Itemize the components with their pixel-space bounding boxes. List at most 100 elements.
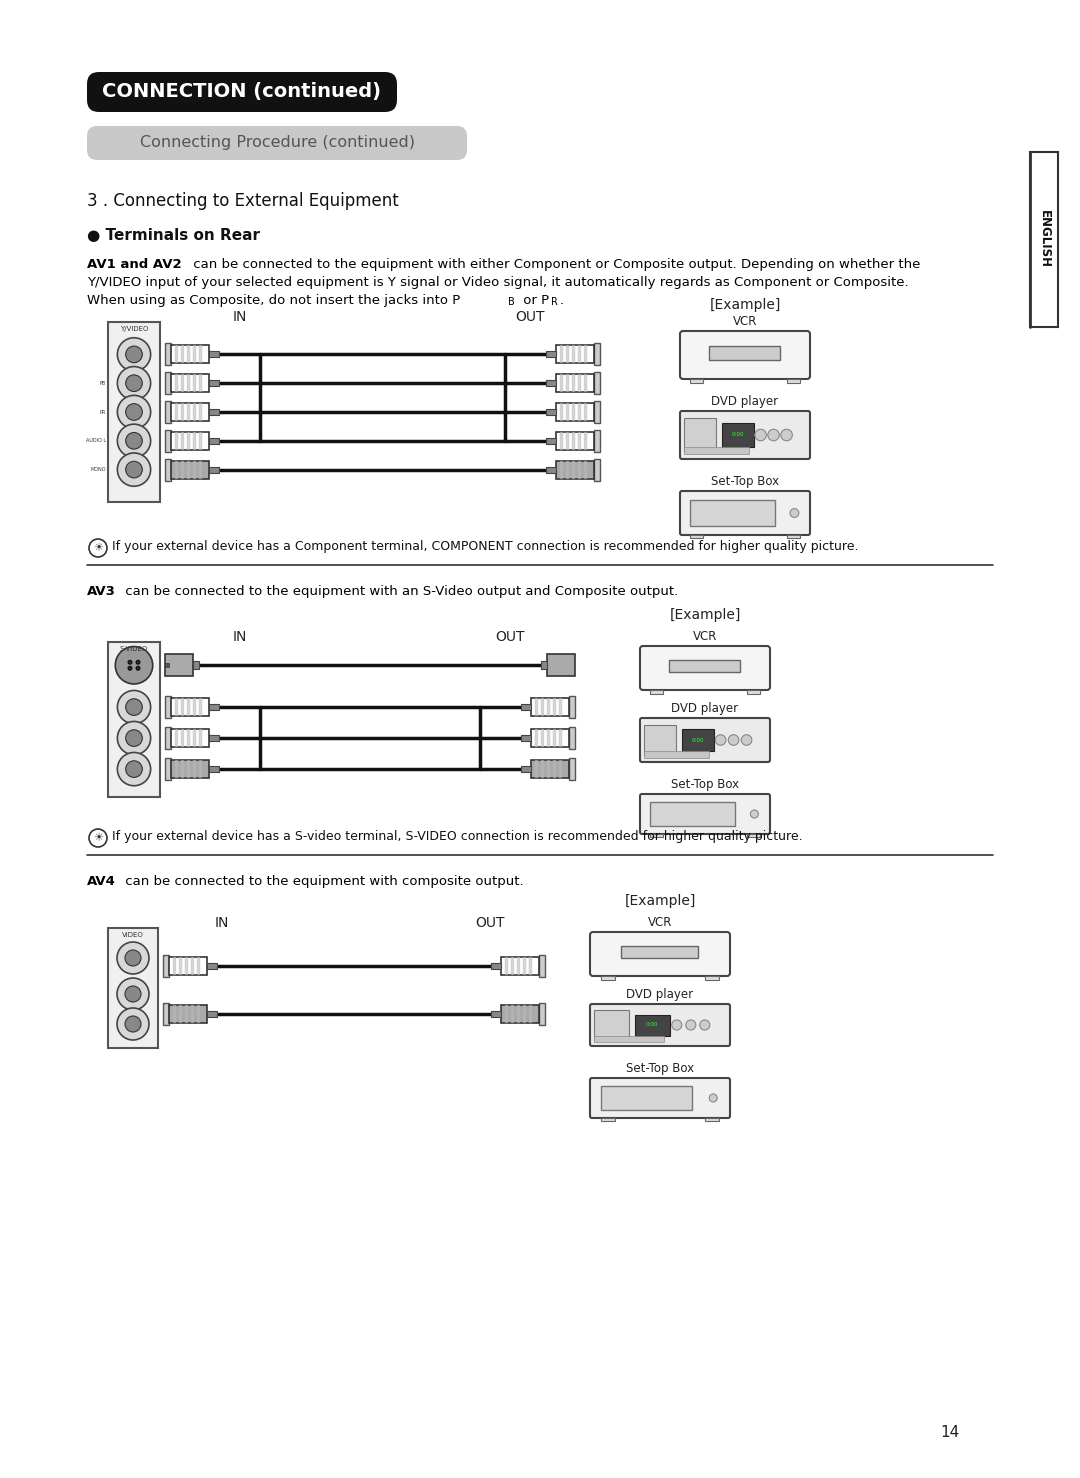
Circle shape [118,395,150,429]
Bar [191,958,194,975]
FancyBboxPatch shape [590,933,730,975]
Bar [517,1005,519,1023]
Bar [199,698,202,717]
Bar [556,374,594,392]
Circle shape [129,661,132,664]
Bar [535,698,538,717]
Bar [171,346,210,364]
Bar [669,661,740,672]
Bar [175,461,178,479]
Bar [165,372,171,395]
Bar [165,655,193,677]
Bar [556,346,594,364]
Bar [556,403,594,421]
Bar [179,958,183,975]
Bar [210,352,219,358]
Bar [553,760,556,777]
Bar [786,535,799,538]
Bar [210,704,219,709]
Bar [566,374,569,392]
Bar [168,958,207,975]
Bar [644,724,676,755]
Bar [681,729,714,751]
Bar [193,698,195,717]
Bar [578,403,581,421]
Bar [690,535,703,538]
Bar [165,343,171,365]
Text: can be connected to the equipment with either Component or Composite output. Dep: can be connected to the equipment with e… [189,259,920,270]
Bar [556,432,594,449]
Bar [193,346,195,364]
Bar [165,727,171,749]
Bar [561,432,563,449]
Text: Set-Top Box: Set-Top Box [671,777,739,791]
Bar [578,346,581,364]
Circle shape [125,730,143,746]
Bar [535,729,538,746]
FancyBboxPatch shape [640,646,770,690]
FancyBboxPatch shape [590,1004,730,1046]
Bar [501,958,539,975]
Bar [561,346,563,364]
Bar [163,1004,168,1026]
Text: R: R [551,297,558,307]
Bar [165,458,171,480]
Circle shape [129,667,132,670]
Bar [210,766,219,772]
Bar [171,729,210,746]
Bar [185,958,188,975]
Bar [561,461,563,479]
Bar [559,729,562,746]
Bar [602,1117,616,1120]
Bar [690,378,703,383]
Text: 0:00: 0:00 [646,1023,659,1027]
Text: AV3: AV3 [87,585,116,599]
Circle shape [686,1020,696,1030]
Bar [569,727,575,749]
Text: 0:00: 0:00 [731,433,744,437]
Bar [175,729,178,746]
Circle shape [136,661,139,664]
Text: [Example]: [Example] [710,299,781,312]
Bar [517,958,519,975]
FancyBboxPatch shape [640,718,770,763]
Text: 3 . Connecting to External Equipment: 3 . Connecting to External Equipment [87,192,399,210]
Text: CONNECTION (continued): CONNECTION (continued) [103,83,381,102]
Text: If your external device has a S-video terminal, S-VIDEO connection is recommende: If your external device has a S-video te… [112,831,802,842]
Bar [650,834,663,837]
Text: IN: IN [215,916,229,930]
Text: OUT: OUT [475,916,504,930]
Text: ENGLISH: ENGLISH [1038,210,1051,269]
Bar [173,1005,176,1023]
Circle shape [118,367,150,401]
Bar [1030,152,1058,327]
Bar [181,760,184,777]
Bar [566,461,569,479]
Bar [187,403,190,421]
FancyBboxPatch shape [87,126,467,160]
Bar [541,698,544,717]
Bar [594,372,600,395]
Bar [171,760,210,777]
Text: PR: PR [99,409,106,414]
Circle shape [118,424,150,457]
Text: B: B [508,297,515,307]
Circle shape [125,761,143,777]
Bar [578,374,581,392]
Text: When using as Composite, do not insert the jacks into P: When using as Composite, do not insert t… [87,294,460,307]
Bar [193,403,195,421]
Bar [594,430,600,452]
Circle shape [700,1020,710,1030]
Bar [553,698,556,717]
Bar [187,729,190,746]
Text: IN: IN [233,310,247,324]
Bar [529,958,532,975]
FancyBboxPatch shape [87,72,397,112]
Bar [746,690,759,693]
Text: ● Terminals on Rear: ● Terminals on Rear [87,228,260,242]
Bar [561,403,563,421]
FancyBboxPatch shape [680,411,810,460]
Bar [594,343,600,365]
Bar [197,958,200,975]
Bar [181,374,184,392]
